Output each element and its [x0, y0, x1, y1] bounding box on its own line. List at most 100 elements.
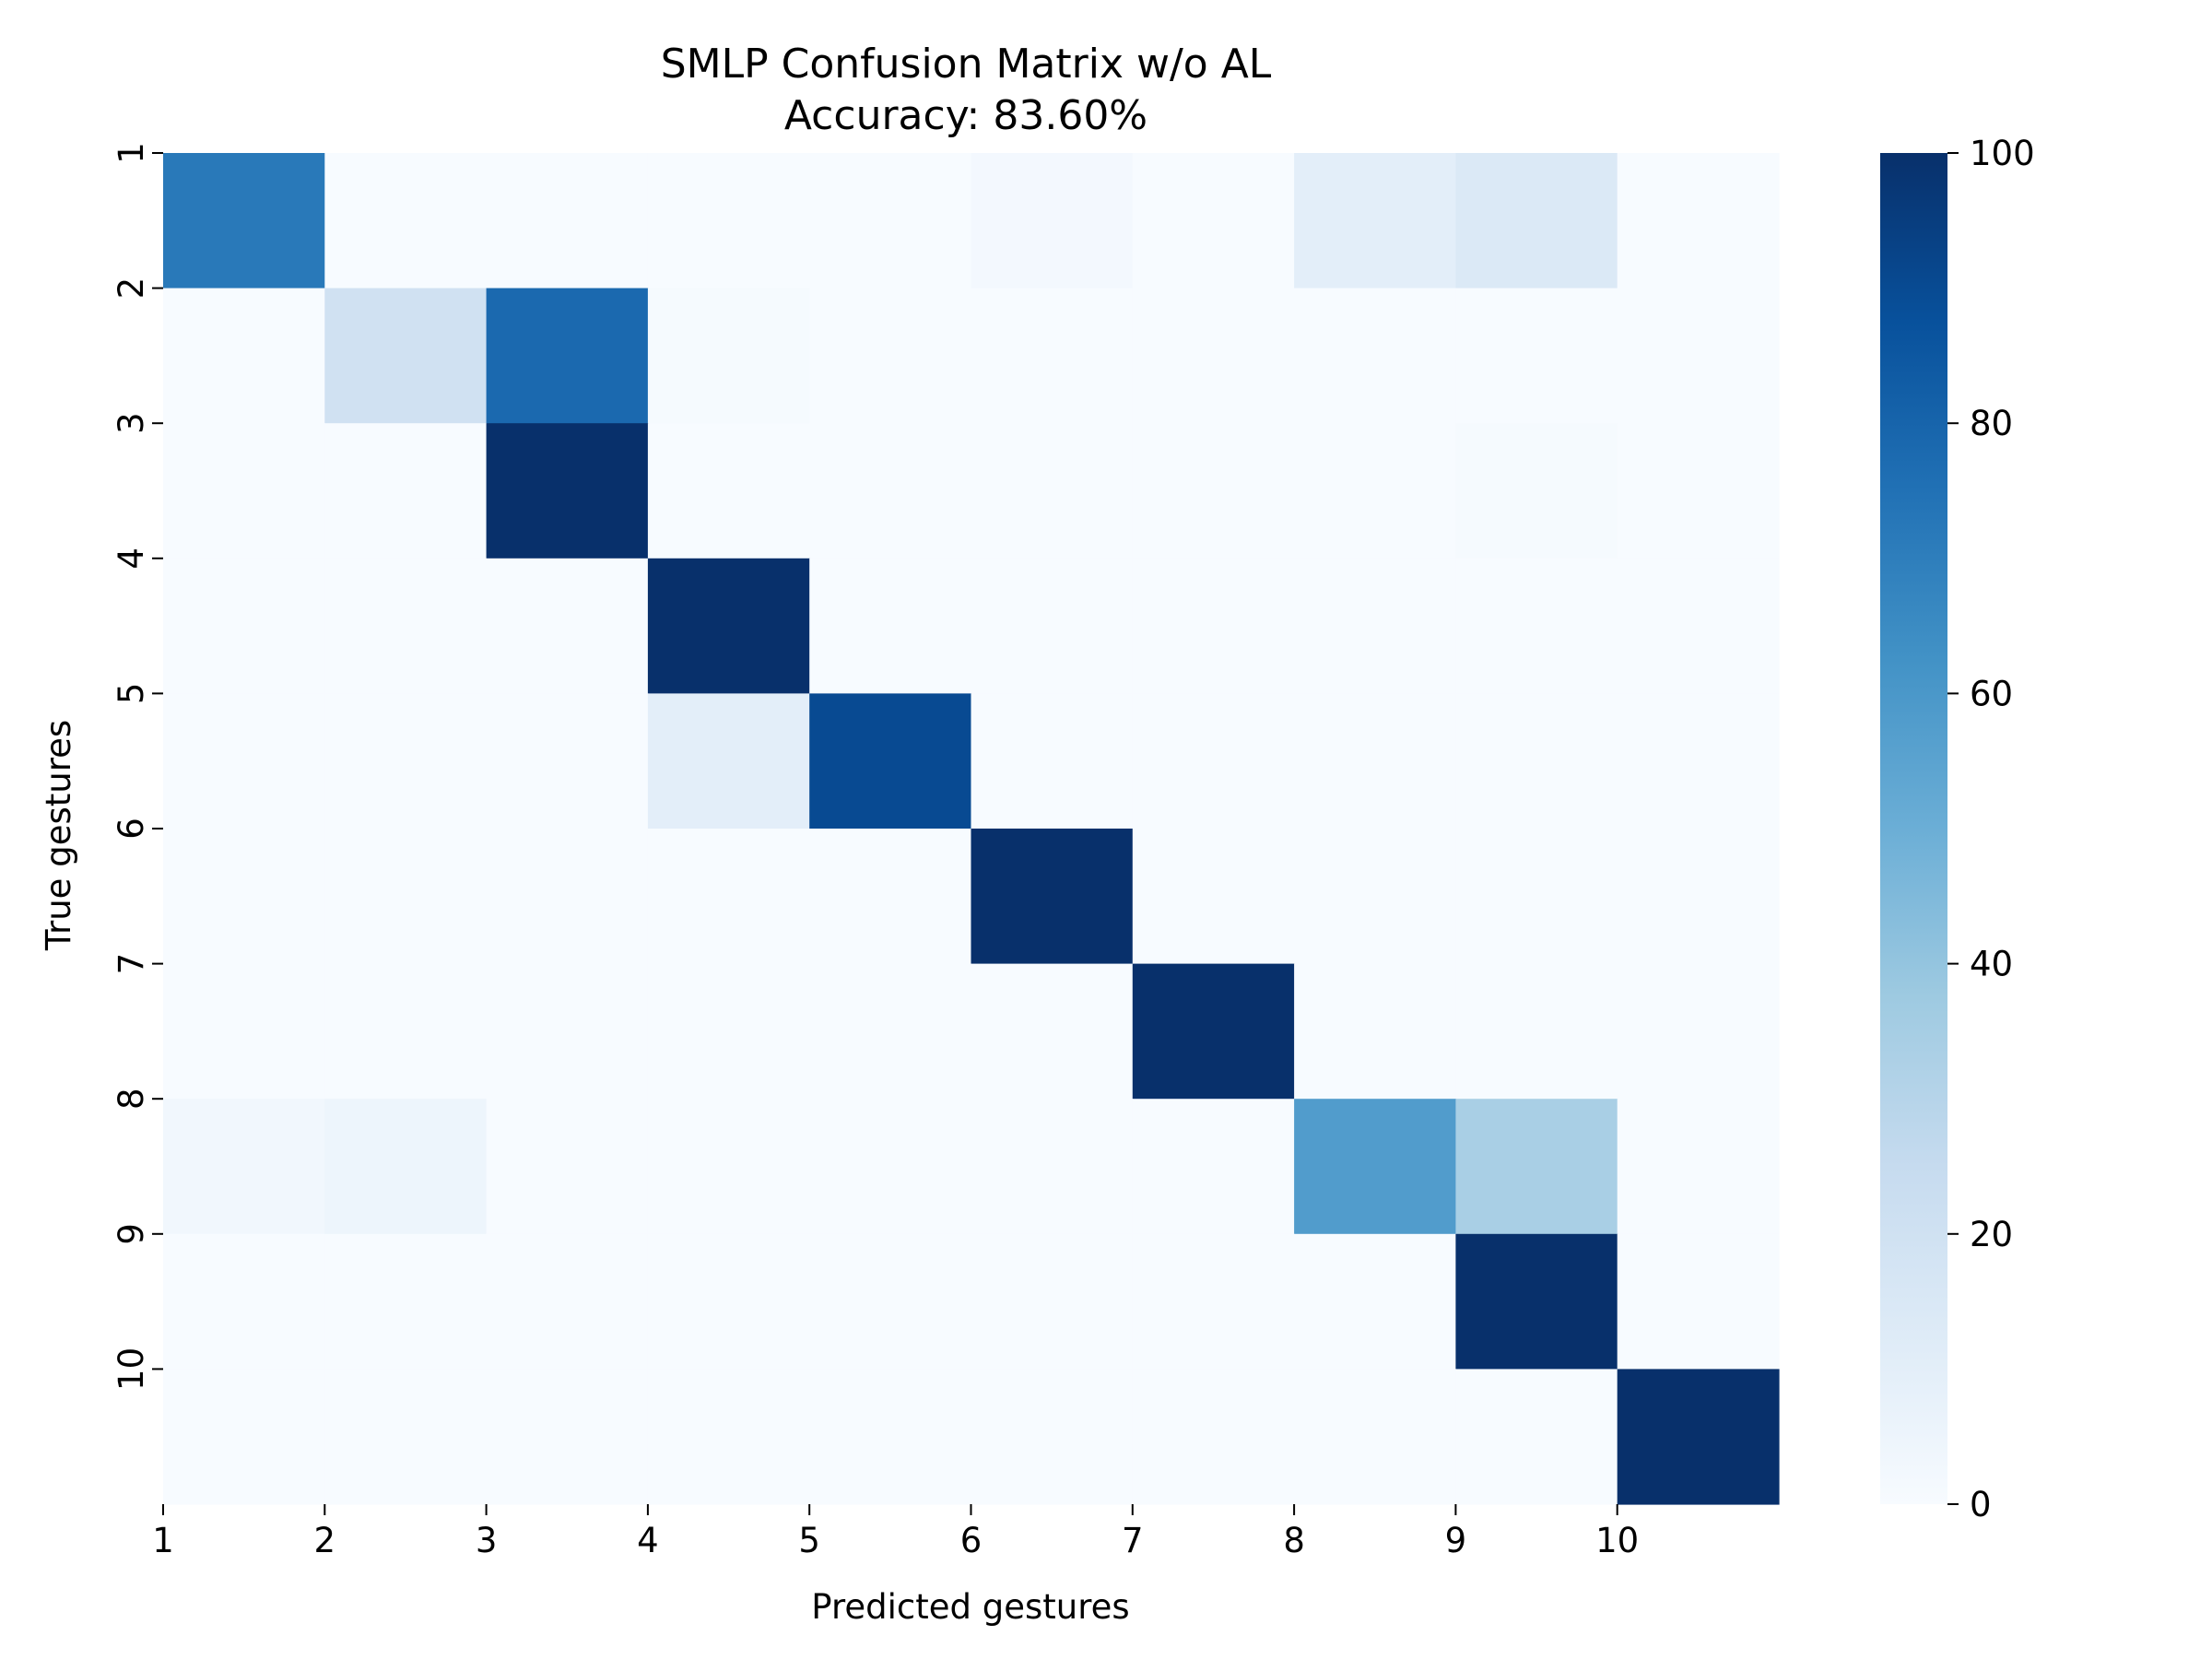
heatmap-cell-r5-c1: [163, 693, 325, 830]
x-tick-label: 8: [1283, 1521, 1305, 1560]
heatmap-cell-r9-c4: [647, 1233, 810, 1370]
heatmap-cell-r7-c3: [486, 963, 649, 1100]
y-tick-label: 7: [112, 953, 151, 975]
heatmap-cell-r8-c9: [1455, 1099, 1618, 1235]
heatmap-cell-r4-c6: [971, 558, 1134, 694]
heatmap-cell-r2-c9: [1455, 288, 1618, 424]
heatmap-cell-r4-c1: [163, 558, 325, 694]
x-tick-label: 3: [476, 1521, 498, 1560]
heatmap-cell-r3-c4: [647, 423, 810, 559]
heatmap-cell-r3-c1: [163, 423, 325, 559]
heatmap-cell-r5-c10: [1617, 693, 1780, 830]
heatmap-cell-r6-c7: [1132, 829, 1295, 965]
heatmap-cell-r1-c1: [163, 153, 325, 289]
heatmap-cell-r2-c4: [647, 288, 810, 424]
heatmap-cell-r8-c6: [971, 1099, 1134, 1235]
colorbar-tick-label: 100: [1970, 134, 2035, 173]
heatmap-cell-r9-c7: [1132, 1233, 1295, 1370]
heatmap-cell-r3-c7: [1132, 423, 1295, 559]
y-axis: 1 2 3 4 5 6 7 8 9 10: [112, 142, 163, 1391]
y-tick-label: 9: [112, 1223, 151, 1245]
y-tick-label: 5: [112, 683, 151, 705]
heatmap-cell-r3-c2: [324, 423, 488, 559]
heatmap-cell-r4-c9: [1455, 558, 1618, 694]
colorbar-tick-label: 0: [1970, 1485, 1992, 1524]
heatmap-cell-r8-c8: [1294, 1099, 1456, 1235]
y-tick-label: 3: [112, 412, 151, 434]
y-tick-label: 2: [112, 277, 151, 300]
heatmap-cell-r1-c4: [647, 153, 810, 289]
heatmap-cells: [163, 153, 1780, 1505]
x-tick-label: 5: [798, 1521, 820, 1560]
heatmap-cell-r5-c8: [1294, 693, 1456, 830]
heatmap-cell-r9-c3: [486, 1233, 649, 1370]
x-tick-label: 2: [314, 1521, 336, 1560]
heatmap-cell-r5-c4: [647, 693, 810, 830]
x-tick-label: 1: [152, 1521, 174, 1560]
colorbar-gradient: [1880, 153, 1947, 1504]
heatmap-cell-r10-c3: [486, 1369, 649, 1505]
colorbar-tick-label: 40: [1970, 945, 2013, 984]
x-tick-label: 7: [1122, 1521, 1144, 1560]
heatmap-cell-r3-c10: [1617, 423, 1780, 559]
heatmap-cell-r10-c5: [809, 1369, 972, 1505]
heatmap-cell-r10-c2: [324, 1369, 488, 1505]
heatmap-cell-r7-c10: [1617, 963, 1780, 1100]
heatmap-cell-r6-c10: [1617, 829, 1780, 965]
heatmap-cell-r4-c8: [1294, 558, 1456, 694]
heatmap-cell-r6-c3: [486, 829, 649, 965]
heatmap-cell-r10-c4: [647, 1369, 810, 1505]
colorbar-tick-label: 80: [1970, 404, 2013, 443]
heatmap-cell-r2-c3: [486, 288, 649, 424]
colorbar: 0 20 40 60 80 100: [1880, 134, 2035, 1524]
heatmap-cell-r8-c2: [324, 1099, 488, 1235]
heatmap-cell-r6-c5: [809, 829, 972, 965]
heatmap-cell-r5-c3: [486, 693, 649, 830]
heatmap-cell-r8-c10: [1617, 1099, 1780, 1235]
heatmap-cell-r1-c7: [1132, 153, 1295, 289]
heatmap-cell-r1-c2: [324, 153, 488, 289]
heatmap-cell-r2-c1: [163, 288, 325, 424]
x-axis: 1 2 3 4 5 6 7 8 9 10: [152, 1504, 1639, 1560]
y-tick-label: 6: [112, 818, 151, 840]
heatmap-cell-r4-c4: [647, 558, 810, 694]
heatmap-cell-r7-c2: [324, 963, 488, 1100]
heatmap-cell-r1-c9: [1455, 153, 1618, 289]
heatmap-cell-r5-c5: [809, 693, 972, 830]
heatmap-cell-r5-c2: [324, 693, 488, 830]
y-tick-label: 10: [112, 1347, 151, 1391]
heatmap-cell-r4-c7: [1132, 558, 1295, 694]
heatmap-cell-r2-c10: [1617, 288, 1780, 424]
x-tick-label: 9: [1445, 1521, 1467, 1560]
x-tick-label: 10: [1595, 1521, 1639, 1560]
heatmap-cell-r1-c5: [809, 153, 972, 289]
heatmap-cell-r1-c6: [971, 153, 1134, 289]
heatmap-cell-r9-c8: [1294, 1233, 1456, 1370]
y-tick-label: 8: [112, 1088, 151, 1110]
heatmap-cell-r7-c7: [1132, 963, 1295, 1100]
heatmap-cell-r1-c8: [1294, 153, 1456, 289]
heatmap-cell-r6-c2: [324, 829, 488, 965]
heatmap-cell-r9-c9: [1455, 1233, 1618, 1370]
y-tick-label: 4: [112, 547, 151, 570]
x-axis-label: Predicted gestures: [811, 1587, 1129, 1627]
heatmap-cell-r4-c10: [1617, 558, 1780, 694]
x-tick-label: 4: [637, 1521, 659, 1560]
heatmap-cell-r5-c7: [1132, 693, 1295, 830]
heatmap-cell-r6-c9: [1455, 829, 1618, 965]
heatmap-cell-r6-c4: [647, 829, 810, 965]
heatmap-cell-r9-c1: [163, 1233, 325, 1370]
heatmap-cell-r10-c9: [1455, 1369, 1618, 1505]
y-tick-label: 1: [112, 142, 151, 164]
heatmap-cell-r2-c7: [1132, 288, 1295, 424]
heatmap-cell-r10-c6: [971, 1369, 1134, 1505]
heatmap-cell-r6-c6: [971, 829, 1134, 965]
heatmap-cell-r2-c8: [1294, 288, 1456, 424]
heatmap-cell-r2-c6: [971, 288, 1134, 424]
heatmap-cell-r10-c8: [1294, 1369, 1456, 1505]
heatmap-cell-r5-c9: [1455, 693, 1618, 830]
heatmap-cell-r5-c6: [971, 693, 1134, 830]
heatmap-cell-r8-c3: [486, 1099, 649, 1235]
